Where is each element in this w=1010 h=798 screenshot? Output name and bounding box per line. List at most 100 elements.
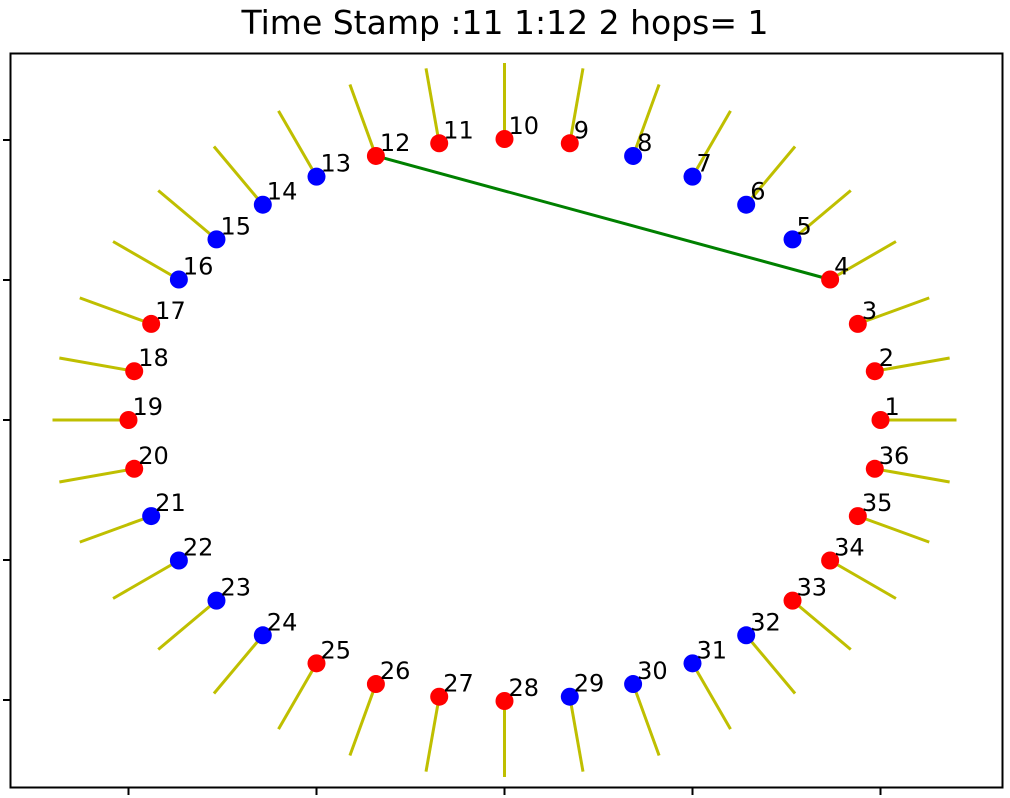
node-label-10: 10 xyxy=(509,112,540,140)
node-8 xyxy=(624,146,643,165)
spoke-7 xyxy=(691,110,732,178)
node-label-13: 13 xyxy=(321,150,352,178)
node-26 xyxy=(366,675,385,694)
node-label-28: 28 xyxy=(509,674,540,702)
node-33 xyxy=(783,591,802,610)
spoke-36 xyxy=(874,467,950,484)
node-label-15: 15 xyxy=(220,212,251,240)
chart-title: Time Stamp :11 1:12 2 hops= 1 xyxy=(240,3,768,42)
spoke-31 xyxy=(691,662,732,730)
spoke-33 xyxy=(791,599,852,651)
spoke-30 xyxy=(631,683,661,756)
node-6 xyxy=(737,195,756,214)
spoke-22 xyxy=(112,559,180,600)
spoke-17 xyxy=(79,296,152,326)
spoke-5 xyxy=(791,189,852,241)
node-label-4: 4 xyxy=(834,253,849,281)
node-27 xyxy=(430,687,449,706)
spoke-35 xyxy=(857,514,930,544)
axis-ticks xyxy=(3,139,882,795)
node-24 xyxy=(253,626,272,645)
spoke-16 xyxy=(112,240,180,281)
node-label-26: 26 xyxy=(380,657,411,685)
links-layer xyxy=(375,154,831,281)
node-21 xyxy=(142,507,161,526)
node-label-32: 32 xyxy=(750,608,781,636)
spoke-25 xyxy=(277,662,318,730)
node-label-18: 18 xyxy=(138,344,169,372)
node-label-34: 34 xyxy=(834,534,865,562)
node-label-20: 20 xyxy=(138,442,169,470)
node-label-12: 12 xyxy=(380,129,411,157)
node-9 xyxy=(560,134,579,153)
node-2 xyxy=(865,362,884,381)
node-10 xyxy=(495,130,514,148)
node-label-24: 24 xyxy=(267,608,298,636)
node-19 xyxy=(119,411,138,429)
spokes-layer xyxy=(52,63,957,777)
node-4 xyxy=(821,270,840,289)
node-34 xyxy=(821,551,840,570)
node-label-9: 9 xyxy=(574,116,589,144)
spoke-12 xyxy=(348,84,378,157)
node-28 xyxy=(495,692,514,710)
node-label-19: 19 xyxy=(133,393,164,421)
node-label-35: 35 xyxy=(862,489,893,517)
node-15 xyxy=(207,230,226,249)
node-label-14: 14 xyxy=(267,178,298,206)
spoke-29 xyxy=(568,696,585,772)
spoke-2 xyxy=(874,356,950,373)
node-30 xyxy=(624,675,643,694)
node-label-17: 17 xyxy=(155,297,186,325)
node-label-33: 33 xyxy=(797,574,828,602)
node-label-16: 16 xyxy=(183,253,214,281)
node-label-29: 29 xyxy=(574,670,605,698)
node-25 xyxy=(307,654,326,673)
node-3 xyxy=(848,314,867,333)
spoke-9 xyxy=(568,68,585,144)
spoke-27 xyxy=(424,696,441,772)
spoke-4 xyxy=(829,240,897,281)
node-16 xyxy=(169,270,188,289)
node-label-3: 3 xyxy=(862,297,877,325)
nodes-layer xyxy=(119,130,890,710)
node-23 xyxy=(207,591,226,610)
spoke-32 xyxy=(745,634,797,695)
node-label-27: 27 xyxy=(443,670,474,698)
spoke-8 xyxy=(631,84,661,157)
node-label-6: 6 xyxy=(750,178,765,206)
node-20 xyxy=(125,459,144,478)
node-label-25: 25 xyxy=(321,636,352,664)
node-17 xyxy=(142,314,161,333)
node-14 xyxy=(253,195,272,214)
node-label-8: 8 xyxy=(637,129,652,157)
node-35 xyxy=(848,507,867,526)
node-1 xyxy=(871,411,890,429)
spoke-11 xyxy=(424,68,441,144)
node-31 xyxy=(683,654,702,673)
node-29 xyxy=(560,687,579,706)
node-5 xyxy=(783,230,802,249)
node-22 xyxy=(169,551,188,570)
spoke-23 xyxy=(157,599,218,651)
node-12 xyxy=(366,146,385,165)
node-label-30: 30 xyxy=(637,657,668,685)
node-label-7: 7 xyxy=(697,150,712,178)
node-18 xyxy=(125,362,144,381)
node-label-1: 1 xyxy=(885,393,900,421)
labels-layer: 1234567891011121314151617181920212223242… xyxy=(133,112,910,702)
link-4-12 xyxy=(375,154,831,281)
plot-frame xyxy=(9,52,1004,789)
spoke-3 xyxy=(857,296,930,326)
node-7 xyxy=(683,167,702,186)
spoke-18 xyxy=(59,356,135,373)
node-32 xyxy=(737,626,756,645)
node-label-36: 36 xyxy=(879,442,910,470)
spoke-15 xyxy=(157,189,218,241)
node-label-2: 2 xyxy=(879,344,894,372)
node-36 xyxy=(865,459,884,478)
node-11 xyxy=(430,134,449,153)
spoke-20 xyxy=(59,467,135,484)
spoke-14 xyxy=(212,145,264,206)
